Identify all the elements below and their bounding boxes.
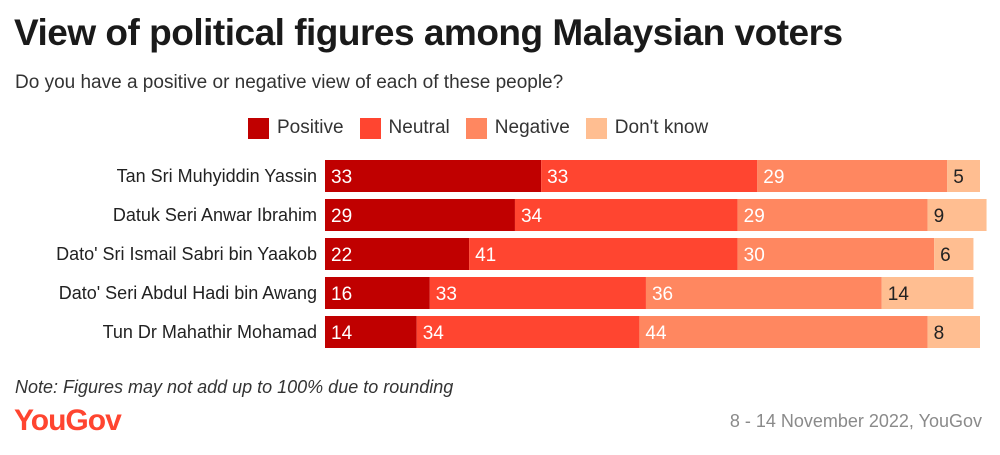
chart-source: 8 - 14 November 2022, YouGov <box>729 411 982 431</box>
data-label: 8 <box>934 323 945 344</box>
category-label: Tun Dr Mahathir Mohamad <box>103 322 317 342</box>
legend-label: Don't know <box>614 117 709 138</box>
bar-segment-positive <box>325 316 417 348</box>
category-label: Dato' Seri Abdul Hadi bin Awang <box>59 283 317 303</box>
stacked-bar-chart: Tan Sri Muhyiddin Yassin 33 33 29 5 Datuk Ser… <box>56 160 987 348</box>
yougov-logo: YouGov <box>14 404 122 437</box>
legend-item-positive: Positive <box>248 117 344 139</box>
data-label: 22 <box>331 245 352 266</box>
bar-segment-neutral <box>416 316 640 348</box>
legend-swatch <box>248 117 269 139</box>
chart-title: View of political figures among Malaysia… <box>14 12 843 53</box>
bar-segment-neutral <box>541 160 758 192</box>
bar-segment-don-t-know <box>934 238 974 270</box>
data-label: 14 <box>888 284 910 305</box>
bar-segment-positive <box>325 277 430 309</box>
bar-segment-neutral <box>514 199 738 231</box>
legend-item-don-t-know: Don't know <box>585 117 709 139</box>
category-label: Dato' Sri Ismail Sabri bin Yaakob <box>56 244 317 264</box>
data-label: 33 <box>436 284 457 305</box>
bar-segment-positive <box>325 199 515 231</box>
data-label: 29 <box>331 206 352 227</box>
legend-item-negative: Negative <box>465 117 570 139</box>
bar-segment-negative <box>757 160 948 192</box>
data-label: 6 <box>940 245 951 266</box>
bar-segment-positive <box>325 238 470 270</box>
legend-swatch <box>585 117 607 139</box>
bar-segment-don-t-know <box>881 277 974 309</box>
legend-swatch <box>465 117 487 139</box>
data-label: 33 <box>547 167 568 188</box>
legend-label: Negative <box>494 117 570 138</box>
bar-segment-negative <box>737 199 928 231</box>
data-label: 30 <box>744 245 765 266</box>
data-label: 29 <box>763 167 784 188</box>
legend-label: Neutral <box>388 117 450 138</box>
category-label: Tan Sri Muhyiddin Yassin <box>117 166 317 186</box>
data-label: 16 <box>331 284 352 305</box>
chart-legend: Positive Neutral Negative Don't know <box>248 117 724 139</box>
data-label: 34 <box>423 323 445 344</box>
bar-segment-negative <box>645 277 882 309</box>
chart-note: Note: Figures may not add up to 100% due… <box>15 377 454 397</box>
bar-segment-positive <box>325 160 542 192</box>
legend-label: Positive <box>277 117 344 138</box>
data-label: 41 <box>475 245 496 266</box>
data-label: 5 <box>953 167 964 188</box>
legend-swatch <box>359 117 381 139</box>
data-label: 33 <box>331 167 352 188</box>
bar-segment-negative <box>639 316 928 348</box>
data-label: 9 <box>934 206 945 227</box>
bar-segment-neutral <box>469 238 738 270</box>
data-label: 34 <box>521 206 543 227</box>
chart-subtitle: Do you have a positive or negative view … <box>15 72 564 93</box>
data-label: 29 <box>744 206 765 227</box>
data-label: 44 <box>645 323 667 344</box>
bar-segment-don-t-know <box>947 160 980 192</box>
category-label: Datuk Seri Anwar Ibrahim <box>113 205 317 225</box>
bar-segment-don-t-know <box>927 316 980 348</box>
data-label: 36 <box>652 284 673 305</box>
bar-segment-neutral <box>429 277 646 309</box>
bar-segment-negative <box>737 238 935 270</box>
bar-segment-don-t-know <box>927 199 987 231</box>
legend-item-neutral: Neutral <box>359 117 450 139</box>
data-label: 14 <box>331 323 353 344</box>
